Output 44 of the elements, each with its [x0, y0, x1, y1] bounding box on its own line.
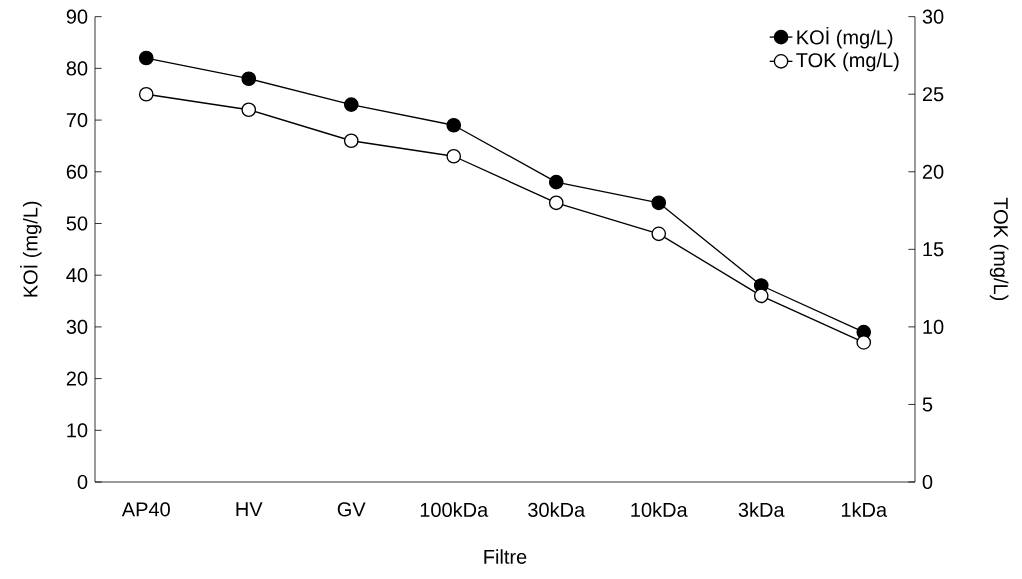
point: [343, 133, 359, 149]
y2-tick-label: 5: [922, 397, 933, 412]
x-tick-label: AP40: [121, 502, 170, 517]
x-tick-label: 1kDa: [841, 502, 888, 517]
point: [548, 195, 564, 211]
legend-label: KOİ (mg/L): [797, 26, 893, 49]
point: [651, 195, 667, 211]
y2-tick-label: 25: [922, 87, 944, 102]
x-tick-label: HV: [236, 502, 263, 517]
y-tick-label: 10: [67, 423, 88, 438]
y-tick-label: 50: [66, 216, 88, 231]
y2-tick-label: 30: [922, 9, 944, 24]
y-tick-label: 20: [66, 371, 88, 386]
y-tick-label: 40: [66, 268, 88, 283]
x-tick-label: 10kDa: [631, 502, 688, 517]
point: [446, 117, 462, 133]
point: [446, 148, 462, 164]
point: [241, 102, 257, 118]
y2-tick-label: 10: [923, 319, 944, 334]
point: [856, 335, 872, 350]
y-tick-label: 70: [66, 112, 88, 128]
y-tick-label: 30: [66, 319, 88, 334]
y-tick-label: 60: [66, 164, 88, 179]
point: [753, 288, 769, 304]
x-tick-label: 30kDa: [528, 502, 586, 517]
point: [343, 97, 359, 112]
x-axis-title: Filtre: [484, 549, 527, 564]
point: [138, 86, 154, 102]
y2-tick-label: 20: [922, 164, 944, 179]
y-tick-label: 80: [66, 61, 88, 76]
y-axis-title: KOİ (mg/L): [20, 201, 42, 297]
point: [548, 174, 564, 190]
y-tick-label: 90: [66, 9, 88, 24]
point: [138, 50, 154, 66]
y-tick-label: 0: [77, 474, 88, 490]
point: [241, 71, 257, 87]
y2-tick-label: 15: [923, 242, 944, 257]
y2-tick-label: 0: [922, 474, 933, 490]
x-tick-label: GV: [337, 502, 366, 517]
point: [651, 226, 667, 242]
x-tick-label: 3kDa: [738, 502, 785, 517]
legend-label: TOK (mg/L): [796, 52, 899, 72]
x-tick-label: 100kDa: [420, 502, 489, 517]
y2-axis-title: TOK (mg/L): [989, 197, 1009, 301]
